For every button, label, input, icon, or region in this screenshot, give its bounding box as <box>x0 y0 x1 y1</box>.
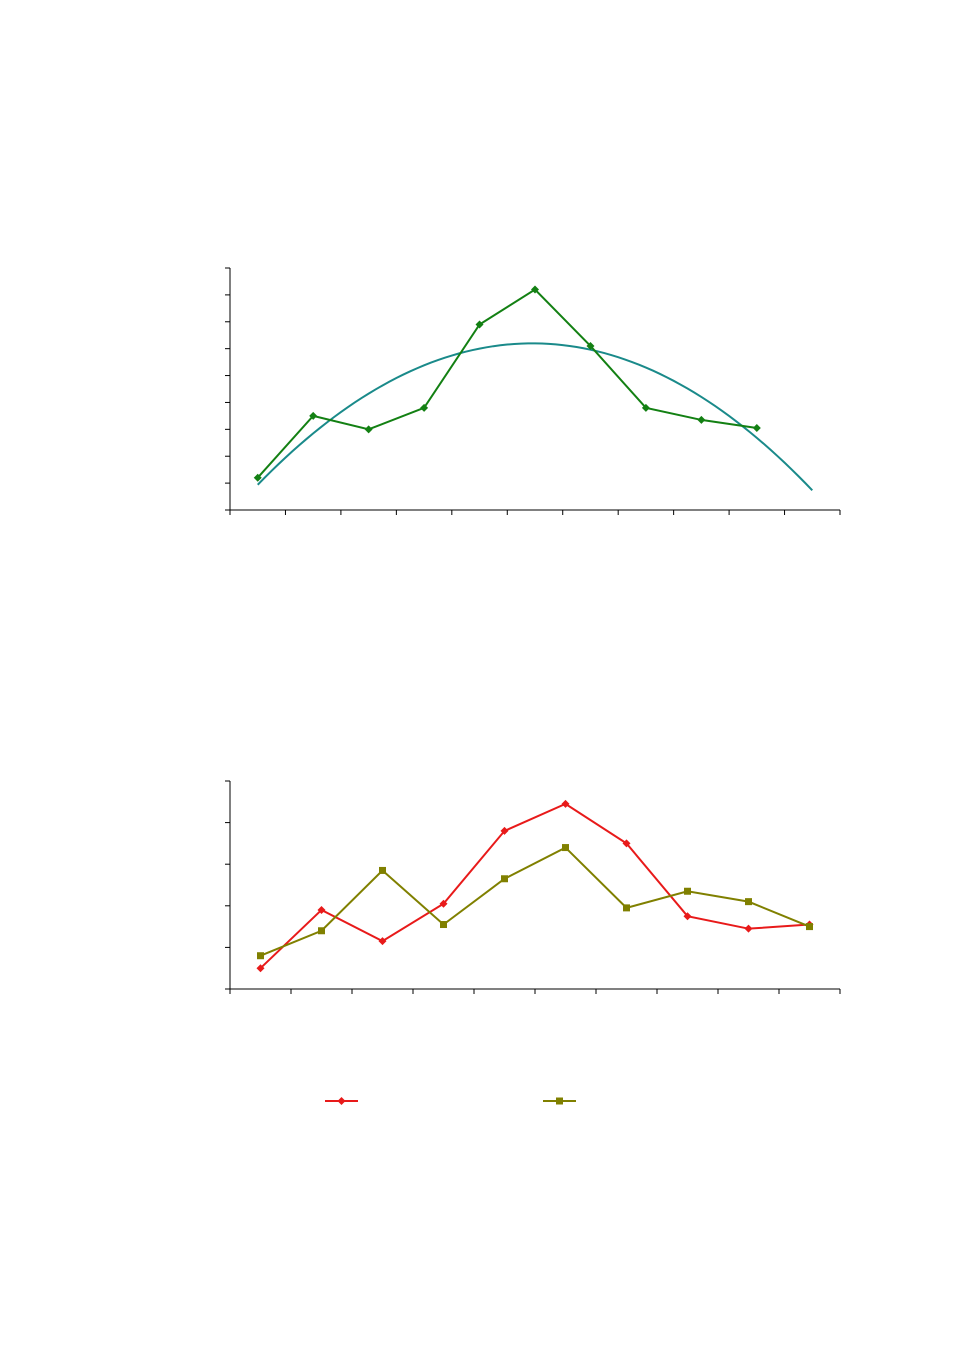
legend-series-2-marker <box>556 1097 563 1105</box>
series-1-line <box>259 802 810 969</box>
series-1-point <box>253 473 262 482</box>
series-1-point <box>586 341 595 350</box>
series-1-point <box>309 411 318 420</box>
series-2-point <box>562 844 569 852</box>
series-1-point <box>531 285 539 294</box>
series-2-point <box>501 875 508 883</box>
series-1-point <box>683 912 692 921</box>
series-1-point <box>317 905 326 914</box>
legend <box>325 1097 576 1105</box>
chart-bottom <box>225 780 841 994</box>
series-1-point <box>500 826 509 835</box>
series-1-point <box>420 403 429 412</box>
series-1-point <box>697 415 706 424</box>
series-2-point <box>318 927 325 935</box>
series-2-point <box>684 887 691 895</box>
series-2-point <box>257 952 264 960</box>
series-1-point <box>439 899 448 908</box>
series-1-point <box>622 839 631 848</box>
series-2-point <box>623 904 630 912</box>
series-1-point <box>475 320 484 329</box>
trend-line <box>257 342 813 492</box>
series-1-line <box>256 288 757 479</box>
legend-series-1-marker <box>337 1097 346 1105</box>
series-1-point <box>744 924 753 933</box>
series-2-line <box>260 846 810 957</box>
series-2-point <box>440 921 447 929</box>
chart-top <box>225 267 841 515</box>
series-2-point <box>806 923 813 931</box>
series-1-point <box>561 799 570 808</box>
series-2-point <box>379 866 386 874</box>
series-1-point <box>364 425 373 434</box>
series-2-point <box>745 898 752 906</box>
series-1-point <box>641 403 650 412</box>
series-1-point <box>256 964 265 973</box>
series-1-point <box>752 423 761 432</box>
series-1-point <box>378 937 387 946</box>
